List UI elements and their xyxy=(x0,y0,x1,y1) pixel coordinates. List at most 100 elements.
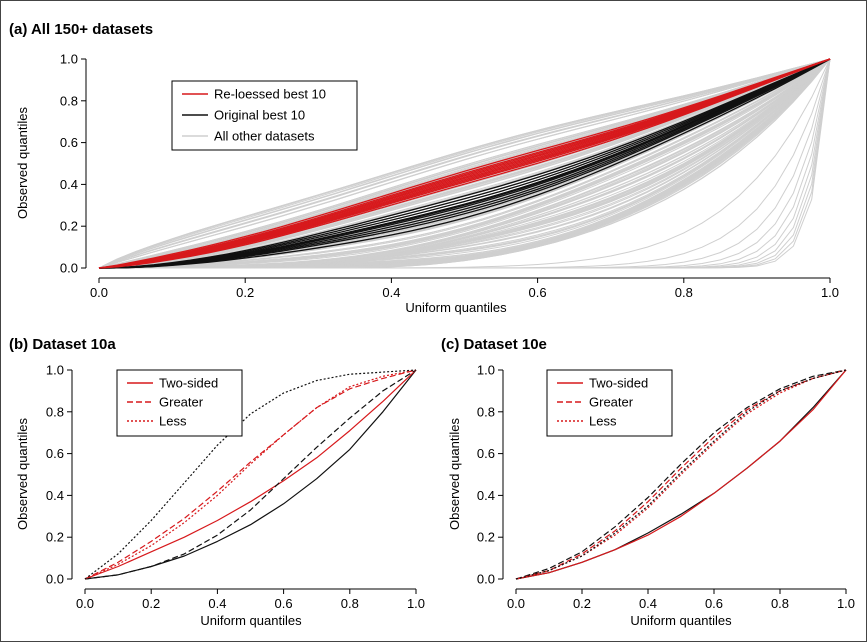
panel-b-marks xyxy=(84,369,417,580)
series-line xyxy=(98,58,831,269)
x-tick-label: 0.4 xyxy=(639,596,657,611)
legend-box xyxy=(546,369,673,437)
x-tick-label: 1.0 xyxy=(821,285,839,300)
y-tick-label: 0.8 xyxy=(477,404,495,419)
series-line xyxy=(98,58,831,269)
x-tick-label: 0.4 xyxy=(382,285,400,300)
panel-b-x-axis-label: Uniform quantiles xyxy=(200,613,302,628)
legend-label: Two-sided xyxy=(159,376,218,391)
series-line xyxy=(98,58,831,269)
y-tick-label: 0.0 xyxy=(477,572,495,587)
panel-a-x-axis-label: Uniform quantiles xyxy=(405,300,507,315)
series-line xyxy=(515,369,847,580)
series-line xyxy=(84,369,417,580)
x-tick-label: 0.2 xyxy=(573,596,591,611)
y-tick-label: 0.2 xyxy=(60,219,78,234)
y-tick-label: 0.4 xyxy=(46,488,64,503)
series-line xyxy=(98,58,831,269)
series-line xyxy=(98,58,831,269)
series-line xyxy=(515,369,847,580)
legend-label: Original best 10 xyxy=(214,108,305,123)
y-tick-label: 0.4 xyxy=(477,488,495,503)
series-line xyxy=(98,58,831,269)
x-tick-label: 0.6 xyxy=(529,285,547,300)
series-line xyxy=(98,58,831,269)
x-tick-label: 1.0 xyxy=(407,596,425,611)
legend-label: Greater xyxy=(159,395,204,410)
panel-c-title: (c) Dataset 10e xyxy=(441,336,547,353)
x-tick-label: 0.0 xyxy=(507,596,525,611)
x-tick-label: 0.2 xyxy=(236,285,254,300)
legend-label: Two-sided xyxy=(589,376,648,391)
panel-b-title: (b) Dataset 10a xyxy=(9,336,116,353)
series-line xyxy=(84,369,417,580)
series-line xyxy=(84,369,417,580)
panel-c-y-axis-label: Observed quantiles xyxy=(447,417,462,530)
series-line xyxy=(84,369,417,580)
panel-c-x-axis-label: Uniform quantiles xyxy=(630,613,732,628)
series-line xyxy=(98,58,831,269)
series-line xyxy=(98,58,831,269)
x-tick-label: 0.6 xyxy=(705,596,723,611)
x-tick-label: 0.2 xyxy=(142,596,160,611)
x-tick-label: 0.4 xyxy=(208,596,226,611)
panel-b-y-axis-label: Observed quantiles xyxy=(15,417,30,530)
x-tick-label: 0.0 xyxy=(90,285,108,300)
y-tick-label: 0.0 xyxy=(60,261,78,276)
legend-label: Less xyxy=(589,414,617,429)
panel-a-y-axis-label: Observed quantiles xyxy=(15,106,30,219)
panel-b-axes: 0.0 0.2 0.4 0.6 0.8 1.0 0.0 0.2 0.4 0.6 0.8 1.0 xyxy=(46,363,425,612)
series-line xyxy=(98,58,831,269)
y-tick-label: 0.6 xyxy=(477,446,495,461)
panel-a-legend: Re-loessed best 10 Original best 10 All ot… xyxy=(171,80,358,151)
series-line xyxy=(98,58,831,269)
panel-c-legend: Two-sided Greater Less xyxy=(546,369,673,437)
x-tick-label: 0.8 xyxy=(771,596,789,611)
legend-box xyxy=(116,369,243,437)
panel-c-marks xyxy=(515,369,847,580)
series-line xyxy=(98,58,831,269)
x-tick-label: 0.6 xyxy=(275,596,293,611)
series-line xyxy=(515,369,847,580)
y-tick-label: 1.0 xyxy=(46,363,64,378)
panel-a-axes: 0.0 0.2 0.4 0.6 0.8 1.0 0.0 0.2 0.4 0.6 0.8 1.0 xyxy=(60,52,839,301)
y-tick-label: 1.0 xyxy=(60,52,78,67)
x-tick-label: 0.8 xyxy=(341,596,359,611)
y-tick-label: 0.6 xyxy=(46,446,64,461)
panel-a: (a) All 150+ datasets 0.0 0.2 0.4 0.6 0.8 1.0… xyxy=(9,21,839,315)
panel-c-axes: 0.0 0.2 0.4 0.6 0.8 1.0 0.0 0.2 0.4 0.6 0.8 1.0 xyxy=(477,363,855,612)
y-tick-label: 0.0 xyxy=(46,572,64,587)
series-line xyxy=(84,369,417,580)
legend-label: Re-loessed best 10 xyxy=(214,87,326,102)
series-line xyxy=(98,58,831,269)
x-tick-label: 1.0 xyxy=(837,596,855,611)
series-line xyxy=(99,58,831,269)
y-tick-label: 0.6 xyxy=(60,135,78,150)
y-tick-label: 0.4 xyxy=(60,177,78,192)
y-tick-label: 0.8 xyxy=(60,93,78,108)
x-tick-label: 0.0 xyxy=(76,596,94,611)
legend-label: All other datasets xyxy=(214,129,315,144)
series-line xyxy=(98,58,831,269)
series-line xyxy=(98,58,831,269)
panel-b-legend: Two-sided Greater Less xyxy=(116,369,243,437)
series-line xyxy=(98,58,831,269)
panel-a-title: (a) All 150+ datasets xyxy=(9,21,153,38)
panel-b: (b) Dataset 10a 0.0 0.2 0.4 0.6 0.8 1.0 0.0 0.2… xyxy=(9,336,425,628)
y-tick-label: 0.2 xyxy=(477,530,495,545)
panel-a-marks xyxy=(98,58,831,269)
y-tick-label: 1.0 xyxy=(477,363,495,378)
panel-c: (c) Dataset 10e 0.0 0.2 0.4 0.6 0.8 1.0 0.0 0.2… xyxy=(441,336,855,628)
series-line xyxy=(98,58,831,269)
series-line xyxy=(98,58,831,269)
legend-label: Less xyxy=(159,414,187,429)
series-line xyxy=(98,58,831,269)
y-tick-label: 0.8 xyxy=(46,404,64,419)
series-line xyxy=(515,369,847,580)
series-line xyxy=(98,58,831,269)
series-line xyxy=(98,58,831,269)
series-line xyxy=(98,58,831,269)
x-tick-label: 0.8 xyxy=(675,285,693,300)
series-line xyxy=(98,58,831,269)
